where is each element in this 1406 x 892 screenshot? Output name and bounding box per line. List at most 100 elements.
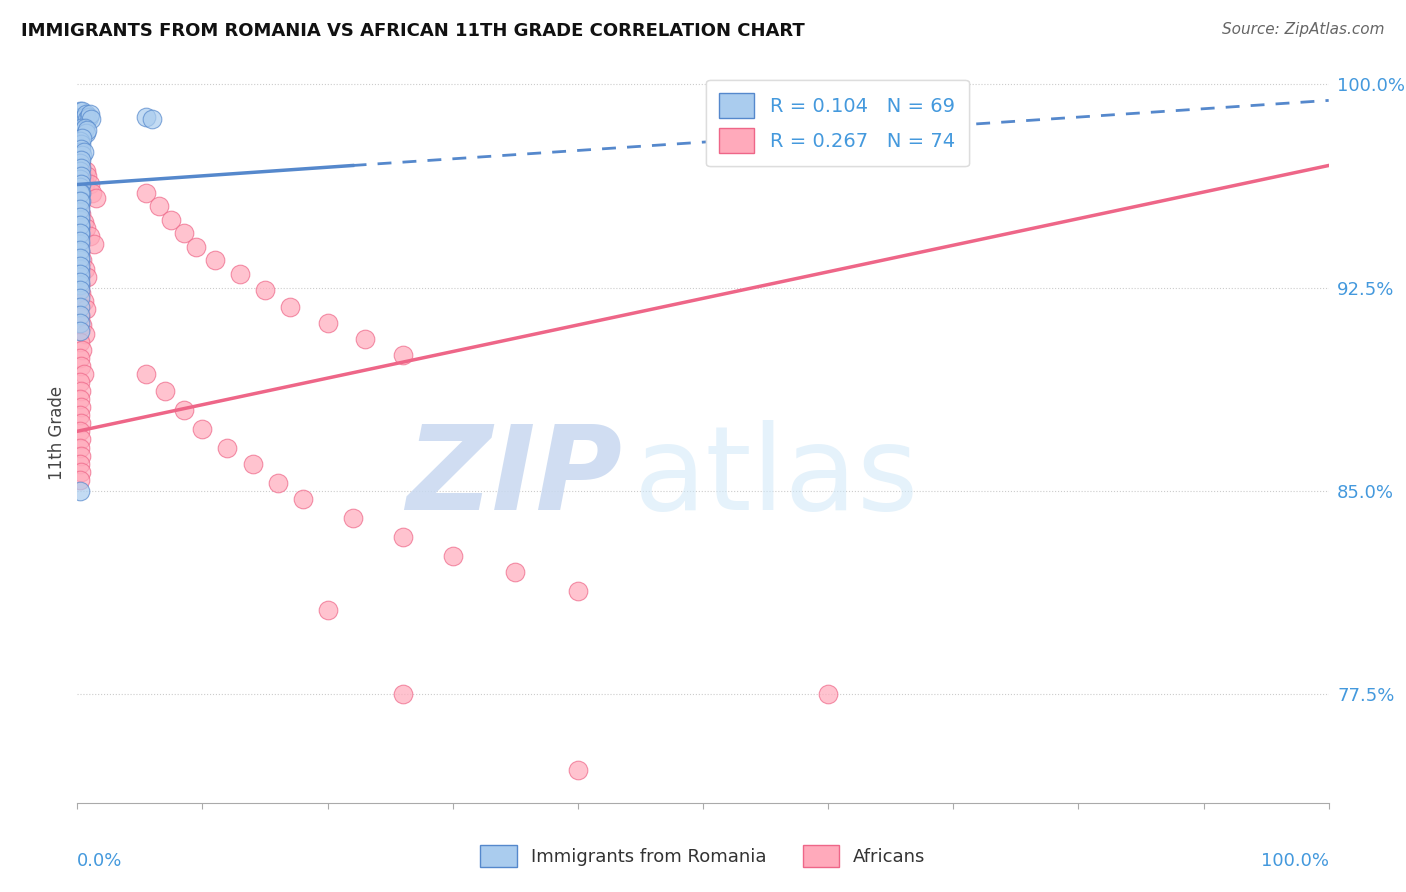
Point (69, 186, 91, 200)
Point (316, 603, 339, 617)
Point (69, 253, 91, 268)
Point (160, 212, 183, 227)
Point (69, 155, 91, 169)
Point (72, 145, 94, 159)
Point (69, 153, 91, 167)
Point (82, 186, 104, 200)
Point (70, 433, 93, 447)
Text: atlas: atlas (634, 419, 920, 534)
Point (70, 359, 93, 374)
Point (69, 392, 91, 406)
Point (69, 243, 91, 257)
Point (70, 153, 93, 167)
Point (79, 229, 101, 244)
Point (70, 194, 93, 208)
Point (73, 326, 96, 341)
Point (69, 269, 91, 284)
Text: IMMIGRANTS FROM ROMANIA VS AFRICAN 11TH GRADE CORRELATION CHART: IMMIGRANTS FROM ROMANIA VS AFRICAN 11TH … (21, 22, 804, 40)
Point (266, 475, 288, 490)
Point (70, 449, 93, 463)
Text: 0.0%: 0.0% (77, 852, 122, 870)
Point (70, 161, 93, 176)
Point (70, 207, 93, 221)
Point (79, 107, 101, 121)
Point (72, 318, 94, 333)
Point (69, 245, 91, 260)
Point (69, 220, 91, 235)
Point (69, 104, 91, 119)
Point (72, 294, 94, 309)
Point (135, 110, 157, 124)
Point (70, 110, 93, 124)
Point (79, 178, 101, 192)
Legend: R = 0.104   N = 69, R = 0.267   N = 74: R = 0.104 N = 69, R = 0.267 N = 74 (706, 79, 969, 167)
Point (72, 112, 94, 127)
Point (69, 235, 91, 249)
Point (69, 204, 91, 219)
Point (69, 212, 91, 227)
Point (217, 441, 239, 455)
Point (76, 269, 98, 284)
Point (135, 186, 157, 200)
Point (69, 283, 91, 297)
Point (69, 229, 91, 244)
Point (567, 584, 589, 599)
Point (69, 134, 91, 148)
Point (70, 285, 93, 300)
Point (69, 172, 91, 186)
Point (75, 126, 97, 140)
Point (69, 218, 91, 232)
Point (72, 123, 94, 137)
Text: 100.0%: 100.0% (1261, 852, 1329, 870)
Point (69, 351, 91, 365)
Point (70, 136, 93, 151)
Point (391, 530, 413, 544)
Point (72, 253, 94, 268)
Point (141, 112, 163, 127)
Point (391, 687, 413, 701)
Point (173, 402, 195, 417)
Point (83, 237, 105, 252)
Point (69, 457, 91, 471)
Point (75, 164, 97, 178)
Point (72, 167, 94, 181)
Point (76, 123, 98, 137)
Point (75, 220, 97, 235)
Point (354, 332, 377, 346)
Point (77, 110, 100, 124)
Text: Source: ZipAtlas.com: Source: ZipAtlas.com (1222, 22, 1385, 37)
Point (69, 275, 91, 289)
Point (70, 159, 93, 173)
Point (153, 384, 176, 398)
Point (191, 421, 214, 435)
Point (69, 210, 91, 224)
Point (69, 324, 91, 338)
Legend: Immigrants from Romania, Africans: Immigrants from Romania, Africans (474, 838, 932, 874)
Point (69, 194, 91, 208)
Point (73, 110, 96, 124)
Point (84, 191, 107, 205)
Point (70, 416, 93, 430)
Point (69, 237, 91, 252)
Point (75, 302, 97, 317)
Point (69, 267, 91, 281)
Point (69, 227, 91, 241)
Point (69, 227, 91, 241)
Point (186, 240, 208, 254)
Y-axis label: 11th Grade: 11th Grade (48, 385, 66, 480)
Point (72, 343, 94, 357)
Point (69, 277, 91, 292)
Point (70, 186, 93, 200)
Point (69, 180, 91, 194)
Point (72, 104, 94, 119)
Point (242, 457, 264, 471)
Point (567, 764, 589, 778)
Point (70, 142, 93, 156)
Point (135, 368, 157, 382)
Point (69, 316, 91, 330)
Point (69, 376, 91, 390)
Point (441, 549, 464, 563)
Point (69, 196, 91, 211)
Point (70, 400, 93, 414)
Point (173, 227, 195, 241)
